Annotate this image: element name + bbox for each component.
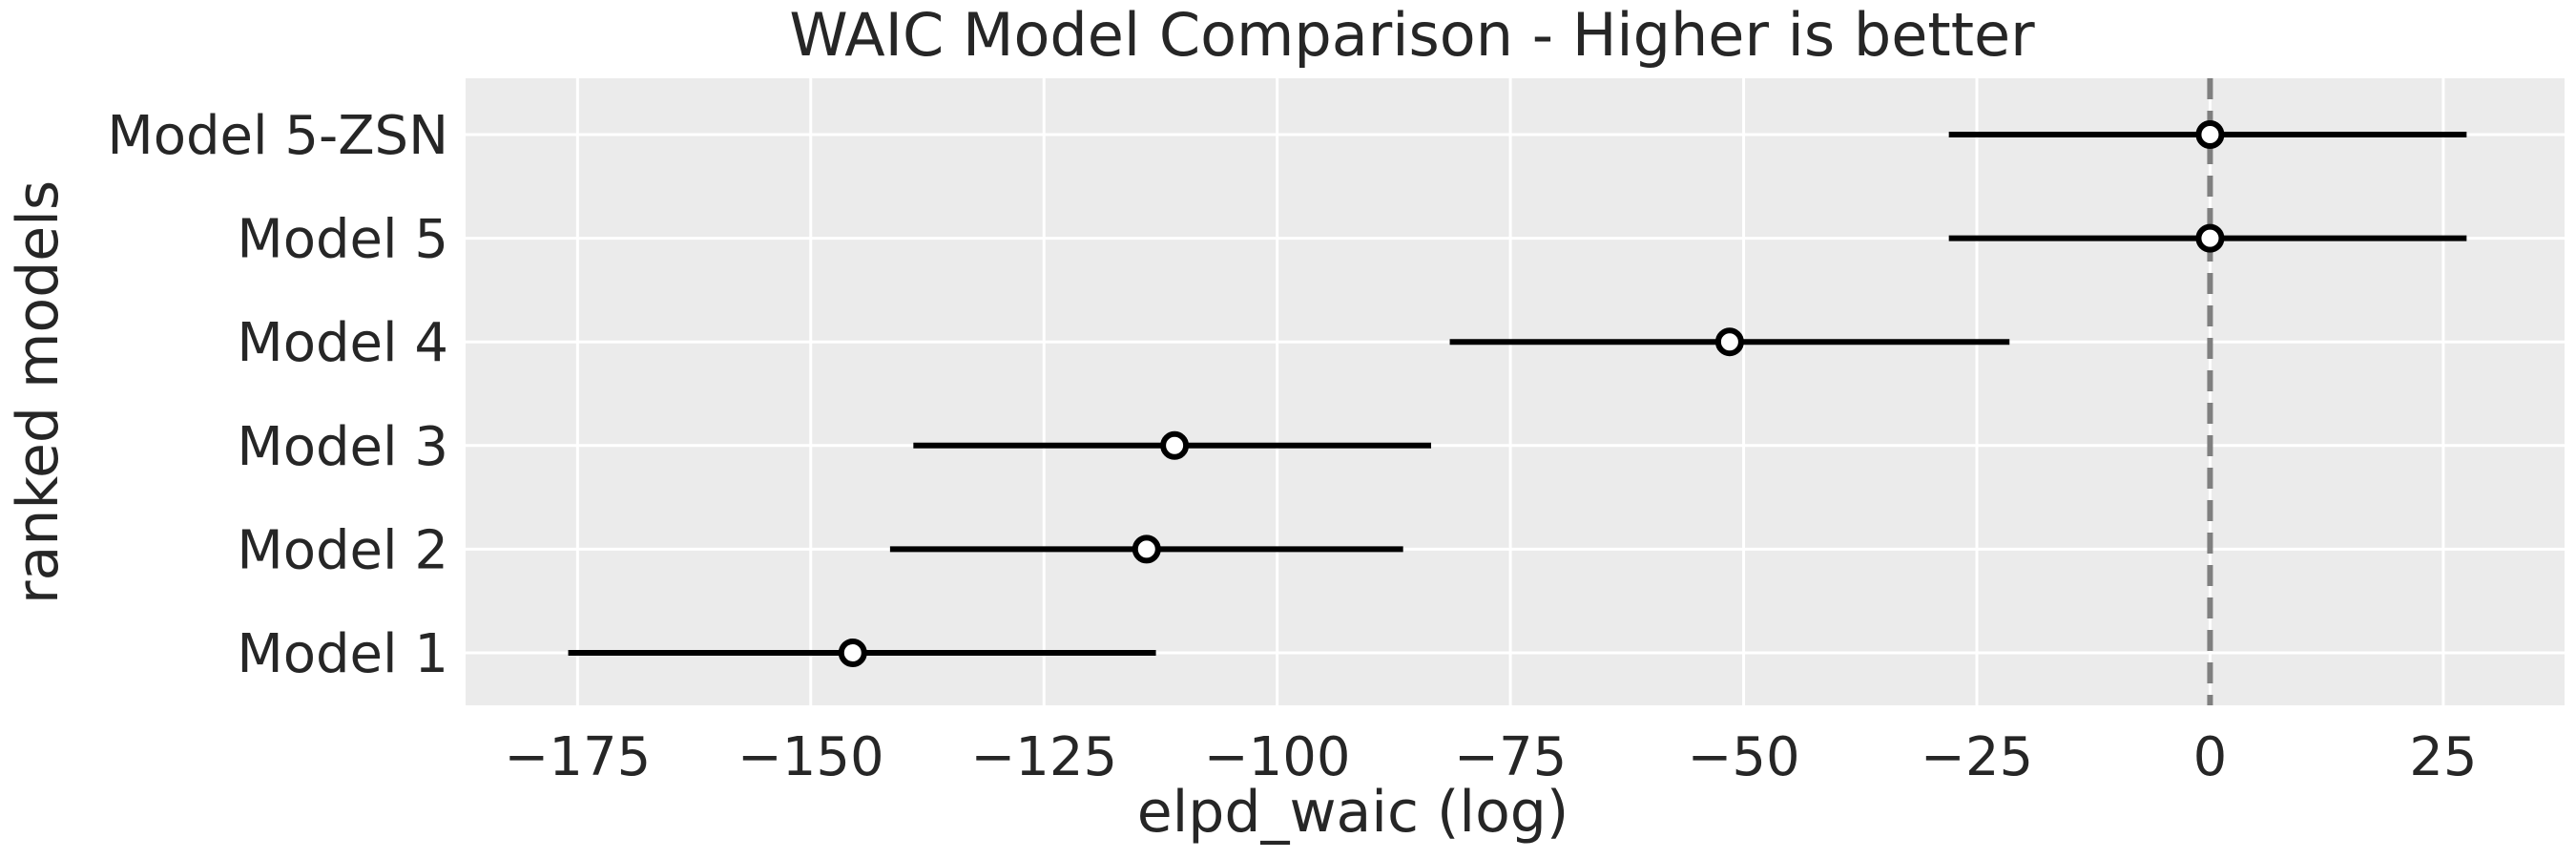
x-tick-labels: −175 −150 −125 −100 −75 −50 −25 0 25 <box>504 726 2477 788</box>
y-tick-label: Model 1 <box>237 623 448 685</box>
y-tick-label: Model 5-ZSN <box>107 105 448 167</box>
x-axis-label: elpd_waic (log) <box>1137 779 1569 846</box>
y-tick-labels: Model 5-ZSN Model 5 Model 4 Model 3 Model 2 M… <box>107 105 448 685</box>
x-tick-label: −25 <box>1921 726 2033 788</box>
x-tick-label: −150 <box>737 726 884 788</box>
x-tick-label: −125 <box>970 726 1117 788</box>
estimate-point <box>838 639 867 667</box>
y-tick-label: Model 4 <box>237 312 448 374</box>
x-tick-label: −100 <box>1204 726 1351 788</box>
y-tick-label: Model 5 <box>237 209 448 271</box>
y-tick-label: Model 3 <box>237 416 448 478</box>
y-tick-label: Model 2 <box>237 519 448 581</box>
x-tick-label: −175 <box>504 726 651 788</box>
plot-area <box>466 78 2565 705</box>
estimate-point <box>2195 120 2225 149</box>
estimate-point <box>1132 534 1161 564</box>
chart-title: WAIC Model Comparison - Higher is better <box>789 0 2035 70</box>
estimate-point <box>1160 430 1190 460</box>
x-tick-label: 25 <box>2409 726 2477 788</box>
estimate-point <box>2195 223 2225 253</box>
y-axis-label: ranked models <box>5 180 72 604</box>
x-tick-label: −75 <box>1454 726 1567 788</box>
x-tick-label: −50 <box>1687 726 1799 788</box>
data-marks <box>568 120 2467 667</box>
x-tick-label: 0 <box>2193 726 2228 788</box>
estimate-point <box>1714 327 1744 357</box>
